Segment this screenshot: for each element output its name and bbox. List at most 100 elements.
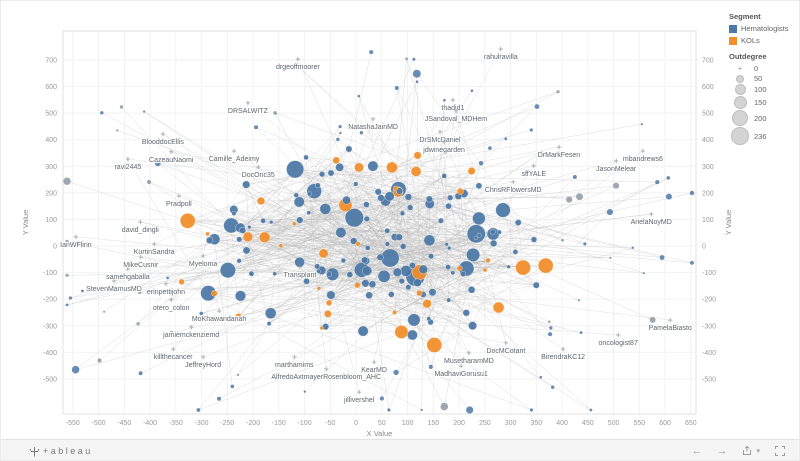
tableau-logo[interactable]: +ableau <box>29 446 93 457</box>
network-node[interactable] <box>441 173 448 179</box>
share-icon[interactable] <box>741 445 753 457</box>
network-node[interactable] <box>387 291 395 298</box>
network-node[interactable] <box>384 241 391 247</box>
network-node[interactable] <box>418 264 428 275</box>
network-node[interactable] <box>423 234 436 247</box>
zero-outdegree-marker-icon[interactable] <box>295 56 301 62</box>
network-node[interactable] <box>566 196 573 203</box>
network-node[interactable] <box>572 175 577 179</box>
network-node[interactable] <box>377 194 385 202</box>
network-node[interactable] <box>314 182 321 189</box>
network-node[interactable] <box>217 396 221 401</box>
zero-outdegree-marker-icon[interactable] <box>503 340 509 346</box>
network-node[interactable] <box>393 369 399 376</box>
zero-outdegree-marker-icon[interactable] <box>73 234 79 240</box>
network-node[interactable] <box>410 166 422 177</box>
network-node[interactable] <box>138 371 143 376</box>
network-node[interactable] <box>556 90 560 94</box>
network-node[interactable] <box>407 204 414 211</box>
network-node[interactable] <box>314 263 321 270</box>
network-node[interactable] <box>579 331 583 334</box>
zero-outdegree-marker-icon[interactable] <box>371 359 377 365</box>
network-node[interactable] <box>466 406 474 414</box>
network-node[interactable] <box>466 247 481 262</box>
network-node[interactable] <box>306 191 312 197</box>
network-node[interactable] <box>236 373 240 377</box>
network-node[interactable] <box>482 267 488 273</box>
network-node[interactable] <box>325 267 340 281</box>
network-node[interactable] <box>103 310 106 313</box>
network-node[interactable] <box>649 316 656 323</box>
network-node[interactable] <box>492 301 505 314</box>
network-node[interactable] <box>512 248 519 255</box>
network-node[interactable] <box>116 129 119 132</box>
network-node[interactable] <box>323 309 332 318</box>
network-node[interactable] <box>303 390 306 393</box>
network-node[interactable] <box>166 276 170 280</box>
network-node[interactable] <box>361 279 370 288</box>
network-node[interactable] <box>530 236 538 243</box>
zero-outdegree-marker-icon[interactable] <box>297 264 303 270</box>
network-node[interactable] <box>532 281 540 289</box>
network-node[interactable] <box>413 278 422 287</box>
network-node[interactable] <box>340 257 347 264</box>
network-node[interactable] <box>272 271 278 277</box>
zero-outdegree-marker-icon[interactable] <box>441 139 447 145</box>
network-node[interactable] <box>489 228 496 235</box>
network-node[interactable] <box>589 408 593 412</box>
network-node[interactable] <box>462 309 470 317</box>
network-node[interactable] <box>178 278 185 286</box>
network-node[interactable] <box>81 289 84 293</box>
network-node[interactable] <box>199 311 204 316</box>
network-node[interactable] <box>326 271 332 278</box>
network-node[interactable] <box>398 278 405 285</box>
network-node[interactable] <box>384 191 395 202</box>
zero-outdegree-marker-icon[interactable] <box>163 281 169 287</box>
network-node[interactable] <box>404 193 413 201</box>
network-node[interactable] <box>537 151 541 155</box>
network-node[interactable] <box>345 145 353 153</box>
network-node[interactable] <box>339 131 342 135</box>
network-node[interactable] <box>415 80 419 83</box>
network-node[interactable] <box>138 290 142 295</box>
network-node[interactable] <box>437 217 444 224</box>
zero-outdegree-marker-icon[interactable] <box>511 179 516 185</box>
network-node[interactable] <box>478 161 484 166</box>
network-node[interactable] <box>631 246 634 249</box>
zero-outdegree-marker-icon[interactable] <box>245 100 251 106</box>
network-node[interactable] <box>169 330 174 335</box>
network-node[interactable] <box>489 239 498 248</box>
network-node[interactable] <box>405 57 408 61</box>
network-node[interactable] <box>247 225 252 230</box>
network-node[interactable] <box>384 227 391 234</box>
network-node[interactable] <box>540 150 543 154</box>
network-node[interactable] <box>640 123 643 126</box>
network-node[interactable] <box>242 231 254 243</box>
network-node[interactable] <box>412 57 416 61</box>
zero-outdegree-marker-icon[interactable] <box>176 193 182 199</box>
zero-outdegree-marker-icon[interactable] <box>458 363 464 369</box>
zero-outdegree-marker-icon[interactable] <box>614 158 619 164</box>
zero-outdegree-marker-icon[interactable] <box>160 131 166 137</box>
network-node[interactable] <box>392 267 403 277</box>
zero-outdegree-marker-icon[interactable] <box>169 297 174 303</box>
network-node[interactable] <box>363 201 370 208</box>
network-node[interactable] <box>154 160 161 167</box>
network-node[interactable] <box>447 194 454 201</box>
size-legend-item-2[interactable]: 100 <box>729 84 799 95</box>
network-node[interactable] <box>412 69 421 78</box>
network-node[interactable] <box>468 321 478 331</box>
zero-outdegree-marker-icon[interactable] <box>324 366 329 372</box>
network-node[interactable] <box>547 320 551 324</box>
network-node[interactable] <box>666 176 671 180</box>
network-node[interactable] <box>326 290 336 300</box>
network-node[interactable] <box>332 156 341 165</box>
network-node[interactable] <box>146 179 152 185</box>
network-node[interactable] <box>100 111 104 115</box>
network-node[interactable] <box>205 231 210 237</box>
network-node[interactable] <box>248 270 255 277</box>
network-node[interactable] <box>445 202 452 210</box>
network-node[interactable] <box>551 385 555 389</box>
network-node[interactable] <box>291 221 297 227</box>
zero-outdegree-marker-icon[interactable] <box>357 389 362 395</box>
